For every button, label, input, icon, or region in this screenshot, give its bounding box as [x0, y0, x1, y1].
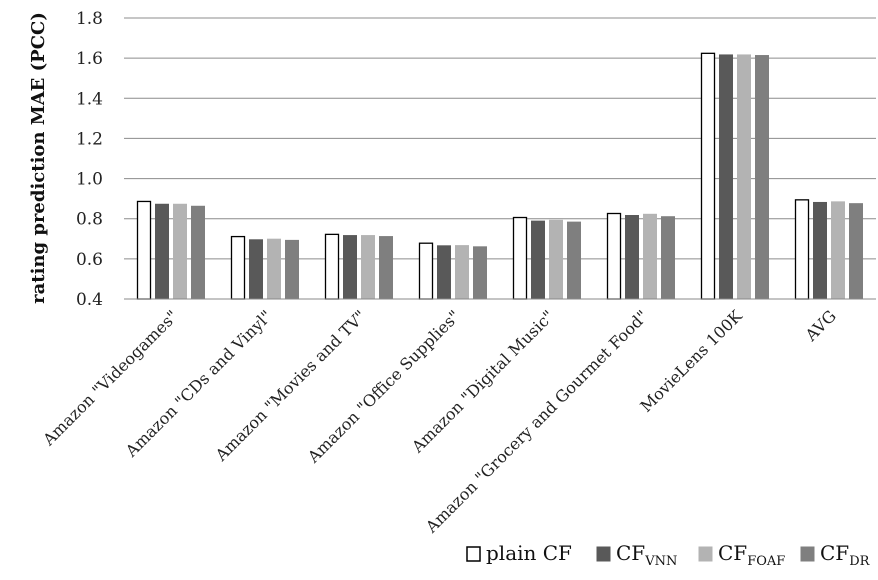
bar	[379, 236, 393, 300]
category-label: AVG	[801, 306, 840, 345]
legend-label: plain CF	[486, 541, 572, 565]
bar	[173, 203, 187, 300]
gridlines	[124, 17, 876, 260]
bar	[606, 212, 622, 300]
bar	[455, 245, 469, 300]
legend-swatch	[596, 546, 611, 562]
bar	[230, 235, 246, 300]
bar	[155, 203, 169, 300]
bar	[849, 203, 863, 300]
legend-swatch	[800, 546, 815, 562]
y-axis-label: rating prediction MAE (PCC)	[28, 12, 49, 304]
bars	[136, 52, 863, 300]
category-label: MovieLens 100K	[636, 306, 746, 416]
bar	[643, 213, 657, 300]
legend-label: CF	[820, 541, 849, 565]
bar	[361, 235, 375, 300]
bar	[831, 201, 845, 300]
y-tick-label: 0.8	[76, 210, 103, 230]
bar	[794, 199, 810, 300]
bar	[813, 201, 827, 300]
bar	[249, 239, 263, 300]
bar	[700, 52, 716, 300]
bar	[737, 54, 751, 300]
legend-subscript: FOAF	[747, 554, 785, 569]
category-labels: Amazon "Videogames"Amazon "CDs and Vinyl…	[38, 306, 839, 537]
legend-swatch	[466, 546, 481, 562]
y-tick-label: 1.8	[76, 9, 103, 29]
bar	[324, 233, 340, 300]
bar	[531, 220, 545, 300]
bar	[343, 235, 357, 300]
bar	[191, 205, 205, 300]
legend-label: CF	[718, 541, 747, 565]
y-tick-label: 0.6	[76, 250, 103, 270]
bar	[267, 238, 281, 300]
bar	[719, 54, 733, 300]
legend-entry: CFFOAF	[718, 541, 785, 569]
legend-subscript: VNN	[644, 554, 677, 569]
y-tick-label: 1.4	[76, 89, 103, 109]
bar	[418, 242, 434, 300]
legend-entry: CFVNN	[616, 541, 677, 569]
bar	[473, 246, 487, 300]
bar	[567, 221, 581, 300]
bar	[661, 216, 675, 300]
y-tick-label: 1.0	[76, 170, 103, 190]
legend-entry: plain CF	[486, 541, 572, 565]
legend-subscript: DR	[849, 554, 870, 569]
legend: plain CF CFVNN CFFOAF CFDR	[466, 541, 871, 569]
bar	[549, 219, 563, 300]
legend-entry: CFDR	[820, 541, 871, 569]
legend-label: CF	[616, 541, 645, 565]
bar	[512, 216, 528, 300]
y-tick-label: 1.2	[76, 129, 103, 149]
bar	[285, 239, 299, 300]
legend-swatch	[698, 546, 713, 562]
category-label: Amazon "Movies and TV"	[211, 306, 370, 465]
bar	[136, 200, 152, 300]
bar	[437, 245, 451, 300]
category-label: Amazon "Office Supplies"	[303, 306, 464, 467]
y-tick-label: 0.4	[76, 290, 103, 310]
y-tick-label: 1.6	[76, 49, 103, 69]
bar	[625, 215, 639, 300]
bar	[755, 55, 769, 300]
y-tick-labels: 0.4 0.6 0.8 1.0 1.2 1.4 1.6 1.8	[76, 9, 103, 310]
